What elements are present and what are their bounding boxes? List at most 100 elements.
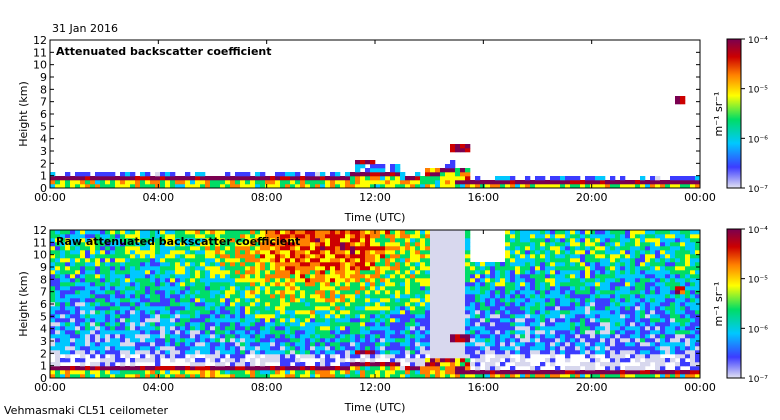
heatmap-cell: [355, 164, 361, 169]
heatmap-cell: [360, 362, 366, 367]
heatmap-cell: [425, 184, 431, 189]
heatmap-cell: [75, 294, 81, 299]
heatmap-cell: [320, 274, 326, 279]
heatmap-cell: [600, 374, 606, 379]
heatmap-cell: [435, 266, 441, 271]
heatmap-cell: [95, 338, 101, 343]
heatmap-cell: [360, 326, 366, 331]
heatmap-cell: [395, 250, 401, 255]
heatmap-cell: [515, 274, 521, 279]
heatmap-cell: [80, 362, 86, 367]
heatmap-cell: [275, 290, 281, 295]
heatmap-cell: [255, 238, 261, 243]
heatmap-cell: [125, 246, 131, 251]
heatmap-cell: [265, 322, 271, 327]
heatmap-cell: [215, 346, 221, 351]
heatmap-cell: [350, 172, 356, 177]
heatmap-cell: [460, 362, 466, 367]
heatmap-cell: [580, 184, 586, 189]
heatmap-cell: [520, 290, 526, 295]
heatmap-cell: [60, 358, 66, 363]
heatmap-cell: [50, 270, 56, 275]
heatmap-cell: [220, 180, 226, 185]
heatmap-cell: [595, 290, 601, 295]
heatmap-cell: [175, 350, 181, 355]
heatmap-cell: [305, 306, 311, 311]
heatmap-cell: [350, 350, 356, 355]
heatmap-cell: [630, 254, 636, 259]
heatmap-cell: [460, 310, 466, 315]
heatmap-cell: [555, 318, 561, 323]
heatmap-cell: [505, 278, 511, 283]
heatmap-cell: [115, 314, 121, 319]
heatmap-cell: [165, 258, 171, 263]
heatmap-cell: [465, 168, 471, 173]
heatmap-cell: [215, 310, 221, 315]
heatmap-cell: [450, 350, 456, 355]
heatmap-cell: [50, 350, 56, 355]
heatmap-cell: [130, 250, 136, 255]
heatmap-cell: [120, 294, 126, 299]
heatmap-cell: [360, 238, 366, 243]
heatmap-cell: [70, 366, 76, 371]
heatmap-cell: [480, 326, 486, 331]
heatmap-cell: [495, 342, 501, 347]
heatmap-cell: [265, 250, 271, 255]
heatmap-cell: [375, 330, 381, 335]
heatmap-cell: [80, 266, 86, 271]
heatmap-cell: [595, 176, 601, 181]
heatmap-cell: [505, 262, 511, 267]
heatmap-cell: [270, 314, 276, 319]
heatmap-cell: [245, 290, 251, 295]
heatmap-cell: [300, 298, 306, 303]
heatmap-cell: [60, 326, 66, 331]
heatmap-cell: [575, 374, 581, 379]
heatmap-cell: [560, 350, 566, 355]
heatmap-cell: [60, 242, 66, 247]
heatmap-cell: [495, 346, 501, 351]
heatmap-cell: [315, 322, 321, 327]
heatmap-cell: [210, 358, 216, 363]
heatmap-cell: [115, 338, 121, 343]
heatmap-cell: [280, 330, 286, 335]
heatmap-cell: [195, 286, 201, 291]
heatmap-cell: [355, 242, 361, 247]
heatmap-cell: [510, 366, 516, 371]
heatmap-cell: [65, 286, 71, 291]
heatmap-cell: [285, 234, 291, 239]
heatmap-cell: [510, 370, 516, 375]
heatmap-cell: [420, 318, 426, 323]
heatmap-cell: [105, 306, 111, 311]
heatmap-cell: [50, 330, 56, 335]
heatmap-cell: [480, 370, 486, 375]
heatmap-cell: [225, 326, 231, 331]
heatmap-cell: [590, 242, 596, 247]
heatmap-cell: [305, 270, 311, 275]
heatmap-cell: [80, 172, 86, 177]
heatmap-cell: [140, 234, 146, 239]
heatmap-cell: [310, 314, 316, 319]
heatmap-cell: [270, 346, 276, 351]
heatmap-cell: [585, 282, 591, 287]
heatmap-cell: [410, 310, 416, 315]
heatmap-cell: [230, 374, 236, 379]
heatmap-cell: [455, 298, 461, 303]
heatmap-cell: [420, 322, 426, 327]
heatmap-cell: [380, 180, 386, 185]
heatmap-cell: [640, 238, 646, 243]
heatmap-cell: [180, 270, 186, 275]
heatmap-cell: [505, 242, 511, 247]
heatmap-cell: [490, 180, 496, 185]
heatmap-cell: [435, 172, 441, 177]
heatmap-cell: [295, 310, 301, 315]
heatmap-cell: [365, 282, 371, 287]
heatmap-cell: [105, 298, 111, 303]
heatmap-cell: [315, 246, 321, 251]
heatmap-cell: [550, 266, 556, 271]
heatmap-cell: [105, 318, 111, 323]
heatmap-cell: [330, 172, 336, 177]
heatmap-cell: [375, 254, 381, 259]
heatmap-cell: [550, 250, 556, 255]
heatmap-cell: [465, 302, 471, 307]
heatmap-cell: [460, 318, 466, 323]
